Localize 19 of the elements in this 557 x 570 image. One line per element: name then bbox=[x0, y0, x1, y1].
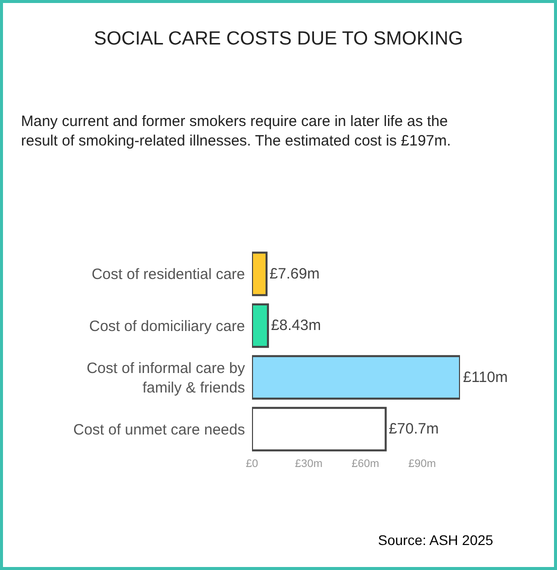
bar bbox=[252, 252, 268, 296]
y-tick-label: Cost of unmet care needs bbox=[73, 421, 245, 438]
x-tick-label: £0 bbox=[246, 458, 258, 470]
data-label: £8.43m bbox=[270, 317, 321, 334]
chart-subtitle: Many current and former smokers require care in later life as the result of smoking-related illnesses. The estimated cost is £197m. bbox=[21, 113, 451, 150]
data-label: £110m bbox=[463, 368, 508, 386]
x-tick-label: £90m bbox=[408, 458, 436, 470]
data-label: £7.69m bbox=[270, 265, 320, 282]
y-tick-label: Cost of informal care by family & friends bbox=[86, 360, 246, 396]
bar bbox=[252, 355, 460, 400]
bar bbox=[252, 406, 387, 452]
y-tick-label: Cost of residential care bbox=[92, 266, 245, 284]
x-tick-label: £30m bbox=[294, 458, 322, 470]
y-tick-label: Cost of domiciliary care bbox=[89, 318, 245, 335]
bar bbox=[252, 303, 269, 348]
x-tick-label: £60m bbox=[352, 458, 380, 470]
data-label: £70.7m bbox=[388, 420, 439, 438]
source-note: Source: ASH 2025 bbox=[378, 532, 494, 548]
chart-title: SOCIAL CARE COSTS DUE TO SMOKING bbox=[94, 28, 464, 50]
